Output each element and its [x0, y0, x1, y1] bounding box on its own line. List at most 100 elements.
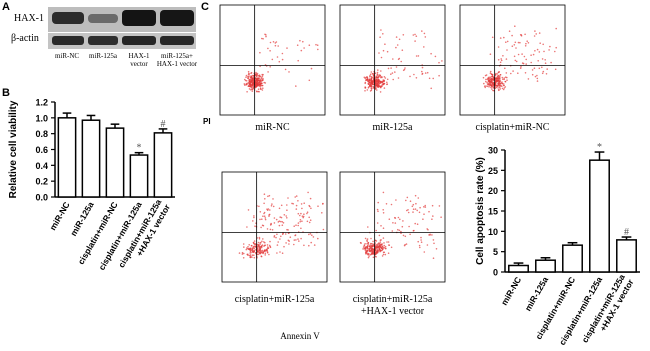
- flow-dot: [255, 79, 258, 82]
- flow-dot: [397, 77, 400, 79]
- flow-dot: [409, 200, 412, 202]
- flow-dot: [259, 51, 261, 54]
- flow-dot: [258, 246, 260, 248]
- flow-dot: [504, 67, 506, 70]
- bar: [508, 264, 529, 273]
- y-tick-label: 20: [488, 186, 498, 196]
- blot-lane-label-line: miR-125a+: [161, 52, 193, 60]
- flow-dot: [419, 206, 421, 209]
- flow-dot: [311, 234, 313, 236]
- flow-dot: [262, 87, 264, 89]
- flow-dot: [303, 47, 305, 49]
- flow-dot: [268, 194, 271, 197]
- flow-dot: [369, 73, 372, 76]
- flow-dot: [287, 197, 289, 199]
- flow-dot: [369, 250, 372, 253]
- flow-dot: [414, 208, 417, 210]
- flow-dot: [378, 234, 381, 237]
- flow-x-label: Annexin V: [280, 331, 320, 341]
- flow-dot: [376, 83, 379, 85]
- flow-dot: [491, 88, 493, 90]
- flow-dot: [369, 254, 372, 256]
- flow-dot: [491, 36, 494, 39]
- flow-dot: [308, 44, 311, 46]
- flow-dot: [364, 77, 367, 80]
- flow-dot: [284, 233, 287, 235]
- panel-label: C: [201, 1, 209, 13]
- flow-dot: [366, 246, 369, 248]
- flow-dot: [430, 87, 433, 90]
- flow-dot: [392, 58, 394, 60]
- flow-dot: [364, 86, 367, 88]
- flow-dot: [280, 220, 282, 223]
- flow-dot: [308, 221, 311, 224]
- flow-dot: [254, 243, 256, 246]
- flow-dot: [369, 80, 371, 82]
- flow-dot: [264, 82, 267, 84]
- flow-dot: [406, 209, 408, 212]
- flow-dot: [251, 250, 254, 253]
- flow-dot: [488, 84, 491, 87]
- flow-dot: [402, 34, 405, 36]
- flow-dot: [300, 212, 302, 215]
- flow-dot: [366, 245, 369, 247]
- flow-dot: [249, 76, 252, 79]
- blot-band: [52, 36, 84, 45]
- flow-dot: [267, 195, 269, 198]
- flow-dot: [400, 230, 402, 233]
- flow-dot: [313, 244, 316, 246]
- flow-dot: [275, 218, 278, 221]
- flow-dot: [366, 251, 368, 253]
- blot-lane-label-line: HAX-1 vector: [157, 60, 198, 68]
- flow-dot: [277, 45, 280, 47]
- flow-dot: [286, 209, 288, 211]
- flow-dot: [299, 214, 301, 217]
- flow-dot: [502, 78, 504, 80]
- flow-dot: [273, 217, 276, 219]
- flow-dot: [279, 216, 282, 218]
- flow-dot: [501, 87, 504, 90]
- flow-dot: [362, 246, 365, 248]
- flow-dot: [380, 246, 383, 249]
- flow-dot: [376, 208, 379, 211]
- flow-dot: [295, 208, 298, 210]
- flow-dot: [434, 55, 437, 58]
- flow-dot: [492, 79, 495, 82]
- flow-dot: [386, 81, 388, 84]
- flow-dot: [404, 67, 406, 69]
- flow-plot-frame: [219, 4, 326, 116]
- flow-dot: [260, 82, 262, 84]
- flow-dot: [375, 246, 378, 248]
- flow-dot: [423, 46, 425, 48]
- flow-dot: [288, 71, 290, 73]
- flow-dot: [247, 77, 250, 80]
- flow-dot: [261, 84, 264, 87]
- flow-dot: [524, 72, 527, 74]
- flow-dot: [435, 248, 438, 250]
- flow-dot: [497, 87, 499, 89]
- flow-dot: [395, 199, 397, 201]
- flow-dot: [380, 225, 382, 227]
- flow-dots: [238, 191, 325, 259]
- flow-plot-label-line: cisplatin+miR-125a: [353, 294, 433, 305]
- flow-dot: [260, 246, 263, 249]
- flow-dot: [530, 61, 532, 64]
- blot-band: [52, 12, 84, 24]
- flow-dot: [253, 256, 256, 259]
- flow-dot: [417, 197, 420, 199]
- flow-dot: [259, 243, 261, 246]
- flow-dot: [268, 215, 270, 217]
- flow-dots: [363, 29, 443, 93]
- blot-lane-label-line: miR-125a: [89, 52, 118, 60]
- blot-lane-label-line: vector: [130, 60, 148, 68]
- flow-dot: [395, 46, 397, 49]
- flow-dot: [501, 76, 504, 79]
- flow-dot: [246, 247, 248, 249]
- flow-dot: [495, 72, 497, 75]
- x-tick-label: miR-125a: [523, 275, 551, 313]
- flow-dot: [287, 229, 289, 231]
- flow-dot: [371, 80, 374, 83]
- flow-dot: [370, 77, 373, 80]
- flow-dot: [367, 226, 369, 228]
